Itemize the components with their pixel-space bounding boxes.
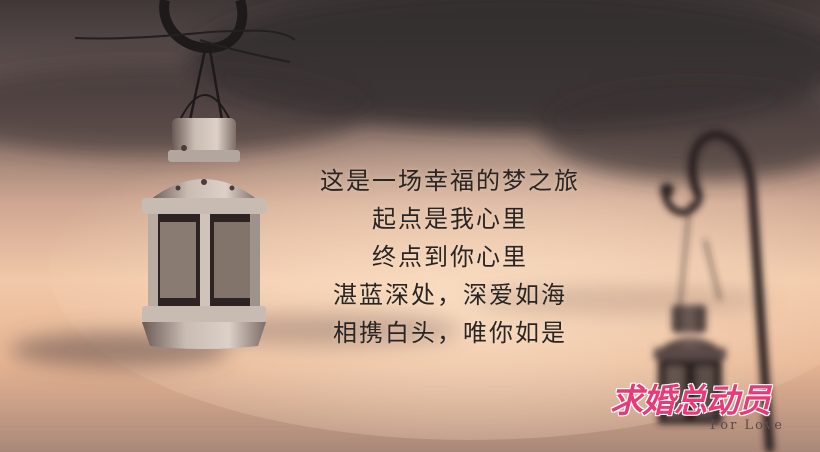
lantern-post-blurred	[654, 130, 775, 452]
logo-main-text: 求婚总动员	[610, 381, 771, 420]
poem-line-3: 终点到你心里	[372, 243, 528, 271]
cloud-bank	[0, 0, 820, 368]
hanging-hook	[74, 0, 296, 121]
poem-line-1: 这是一场幸福的梦之旅	[320, 167, 580, 195]
logo-sub-text: For Love	[710, 418, 784, 433]
poem-line-4: 湛蓝深处，深爱如海	[333, 281, 567, 309]
poem-line-2: 起点是我心里	[372, 205, 528, 233]
poem-text: 这是一场幸福的梦之旅 起点是我心里 终点到你心里 湛蓝深处，深爱如海 相携白头，…	[250, 162, 650, 352]
brand-logo: 求婚总动员 For Love	[606, 368, 798, 440]
lantern-foreground	[142, 118, 266, 349]
poem-line-5: 相携白头，唯你如是	[333, 319, 567, 347]
